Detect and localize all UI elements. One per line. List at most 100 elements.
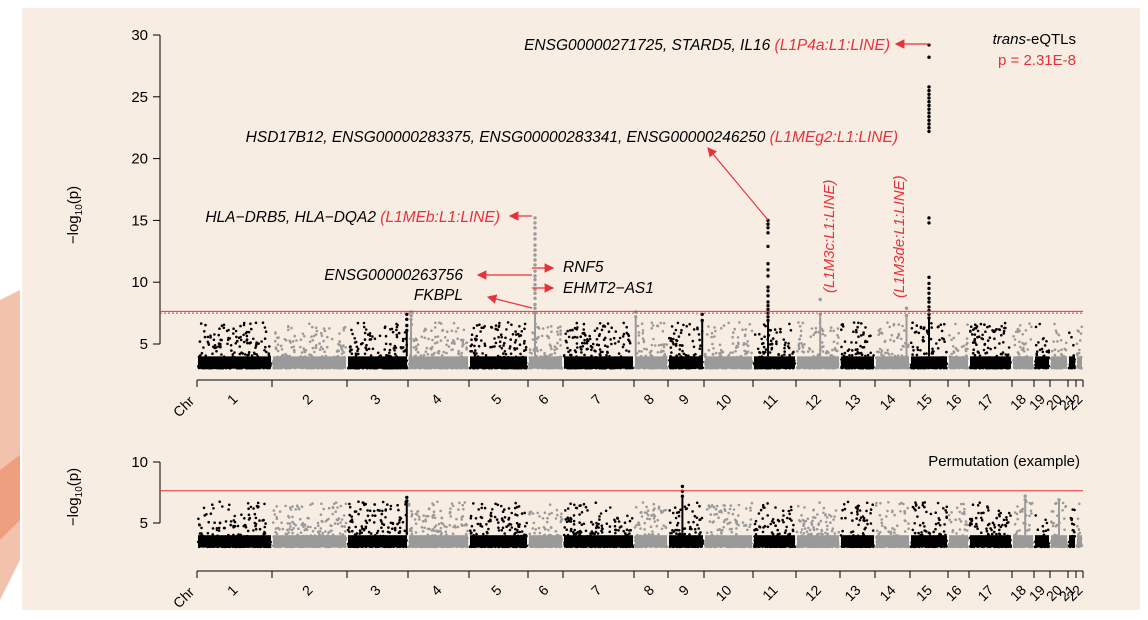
data-point [859, 344, 862, 348]
data-point [580, 351, 583, 354]
data-point [481, 352, 484, 355]
data-point [330, 524, 333, 528]
data-point [1030, 325, 1033, 329]
data-point [311, 502, 314, 505]
data-point [897, 323, 901, 326]
data-point [453, 342, 456, 346]
data-point [536, 325, 539, 329]
peak-point [766, 289, 770, 293]
data-point [504, 352, 508, 356]
data-point [213, 344, 217, 347]
data-point [443, 336, 447, 339]
data-point [528, 532, 532, 536]
data-point [556, 326, 560, 330]
data-point [975, 343, 978, 347]
data-point [279, 344, 283, 348]
data-point [684, 353, 688, 357]
data-point [784, 341, 787, 345]
data-point [410, 512, 414, 516]
data-point [500, 335, 504, 339]
data-point [229, 520, 233, 523]
data-point [380, 526, 383, 529]
dense-band [970, 356, 1011, 369]
data-point [211, 352, 214, 356]
data-point [494, 324, 498, 327]
data-point [648, 351, 652, 354]
data-point [263, 326, 267, 329]
data-point [595, 327, 599, 330]
data-point [603, 344, 607, 348]
peak-point [533, 258, 537, 262]
data-point [321, 347, 325, 351]
data-point [331, 506, 335, 510]
data-point [440, 354, 444, 357]
data-point [1060, 348, 1063, 352]
data-point [792, 350, 795, 354]
data-point [727, 321, 730, 325]
data-point [465, 346, 468, 349]
data-point [503, 516, 507, 519]
data-point [523, 511, 526, 515]
data-point [663, 343, 666, 346]
data-point [777, 352, 780, 356]
data-point [880, 332, 884, 335]
data-point [357, 512, 360, 516]
data-point [436, 530, 440, 534]
data-point [922, 339, 926, 343]
data-point [991, 329, 994, 332]
data-point [550, 347, 553, 351]
data-point [534, 528, 537, 531]
peak-point [533, 216, 537, 220]
dense-band [1069, 356, 1075, 369]
data-point [413, 339, 416, 343]
data-point [255, 504, 259, 508]
peak-point [904, 306, 909, 310]
data-point [211, 527, 215, 530]
data-point [401, 339, 405, 343]
data-point [460, 523, 463, 526]
data-point [320, 331, 323, 335]
data-point [450, 329, 454, 333]
peak-point [766, 304, 770, 308]
data-point [665, 343, 669, 346]
data-point [707, 348, 711, 352]
data-point [423, 526, 426, 530]
data-point [354, 354, 358, 357]
data-point [250, 354, 254, 357]
data-point [454, 330, 458, 333]
data-point [508, 528, 512, 532]
data-point [710, 331, 714, 335]
peak-point [927, 114, 931, 119]
dense-band [669, 356, 703, 369]
data-point [336, 522, 340, 526]
peak-point [927, 96, 931, 100]
data-point [976, 335, 979, 339]
data-point [498, 345, 502, 348]
data-point [555, 347, 559, 351]
data-point [738, 321, 741, 324]
data-point [240, 513, 243, 516]
data-point [531, 338, 535, 341]
data-point [226, 342, 229, 346]
data-point [407, 502, 411, 506]
data-point [859, 334, 863, 337]
data-point [234, 329, 238, 333]
data-point [642, 340, 646, 344]
data-point [284, 532, 288, 536]
data-point [232, 524, 235, 528]
data-point [732, 331, 735, 334]
data-point [218, 327, 221, 331]
data-point [945, 350, 948, 354]
data-point [923, 352, 926, 356]
data-point [383, 326, 387, 330]
data-point [514, 339, 518, 342]
data-point [363, 352, 367, 356]
peak-point [927, 107, 931, 111]
dense-band [705, 356, 752, 369]
data-point [369, 532, 373, 535]
data-point [581, 341, 584, 345]
data-point [437, 349, 441, 353]
data-point [560, 518, 564, 521]
data-point [415, 347, 418, 351]
data-point [476, 522, 480, 526]
